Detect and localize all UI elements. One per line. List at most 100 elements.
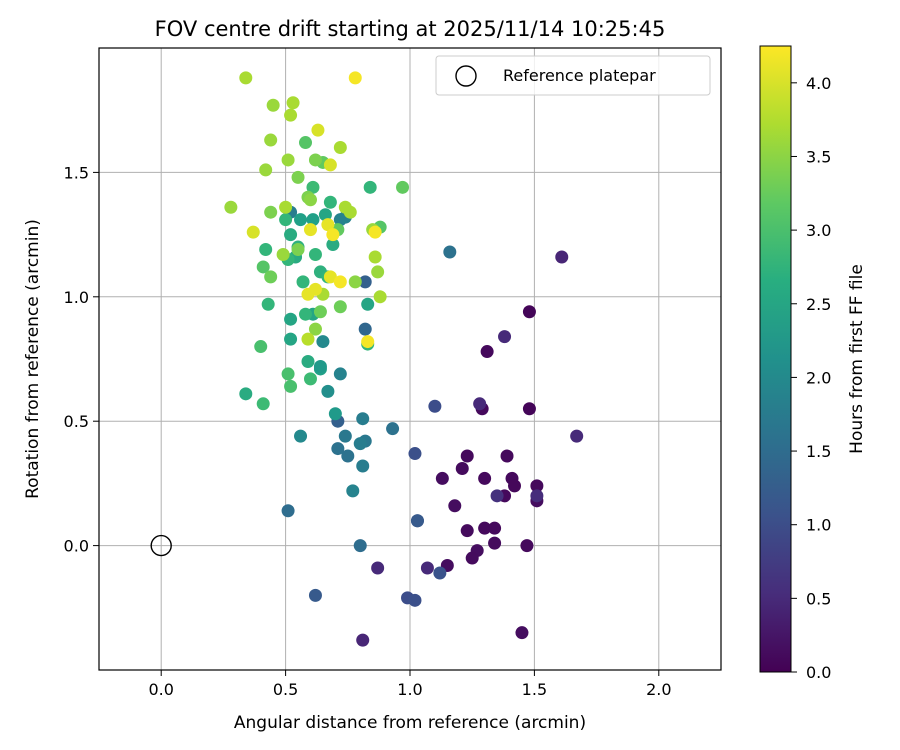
scatter-point xyxy=(301,332,315,346)
scatter-point xyxy=(435,471,449,485)
scatter-point xyxy=(264,205,278,219)
scatter-point xyxy=(323,270,337,284)
x-tick-label: 0.0 xyxy=(148,680,173,699)
scatter-point xyxy=(371,265,385,279)
scatter-point xyxy=(522,402,536,416)
scatter-point xyxy=(301,287,315,301)
x-tick-label: 1.0 xyxy=(397,680,422,699)
scatter-point xyxy=(448,499,462,513)
scatter-point xyxy=(284,312,298,326)
scatter-point xyxy=(410,514,424,528)
scatter-point xyxy=(284,108,298,122)
scatter-point xyxy=(294,213,308,227)
scatter-point xyxy=(284,379,298,393)
data-points xyxy=(150,71,584,647)
scatter-point xyxy=(299,307,313,321)
scatter-point xyxy=(294,429,308,443)
scatter-point xyxy=(308,248,322,262)
colorbar-ticks: 0.0 0.5 1.0 1.5 2.0 2.5 3.0 3.5 4.0 xyxy=(791,74,831,682)
scatter-point xyxy=(408,593,422,607)
scatter-point xyxy=(284,228,298,242)
scatter-point xyxy=(371,561,385,575)
scatter-point xyxy=(308,322,322,336)
scatter-point xyxy=(323,158,337,172)
scatter-point xyxy=(259,163,273,177)
scatter-point xyxy=(301,354,315,368)
scatter-point xyxy=(331,442,345,456)
scatter-point xyxy=(323,195,337,209)
scatter-point xyxy=(498,330,512,344)
scatter-point xyxy=(530,479,544,493)
colorbar-tick-label: 0.0 xyxy=(806,663,831,682)
colorbar-tick-label: 2.0 xyxy=(806,368,831,387)
y-axis-ticks: 0.0 0.5 1.0 1.5 xyxy=(64,163,99,556)
y-tick-label: 0.0 xyxy=(64,537,89,556)
scatter-point xyxy=(279,213,293,227)
scatter-point xyxy=(343,205,357,219)
scatter-point xyxy=(368,225,382,239)
scatter-point xyxy=(500,449,514,463)
x-axis-label: Angular distance from reference (arcmin) xyxy=(234,713,586,733)
scatter-point xyxy=(333,141,347,155)
scatter-point xyxy=(311,123,325,137)
scatter-point xyxy=(333,275,347,289)
reference-platepar-marker xyxy=(150,534,172,557)
scatter-point xyxy=(308,588,322,602)
colorbar: 0.0 0.5 1.0 1.5 2.0 2.5 3.0 3.5 4.0 Hours from f… xyxy=(759,45,867,682)
scatter-point xyxy=(455,461,469,475)
scatter-point xyxy=(433,566,447,580)
scatter-point xyxy=(259,243,273,257)
scatter-point xyxy=(338,429,352,443)
y-axis-label: Rotation from reference (arcmin) xyxy=(23,219,43,499)
scatter-point xyxy=(507,479,521,493)
scatter-point xyxy=(363,180,377,194)
scatter-point xyxy=(281,367,295,381)
scatter-point xyxy=(341,449,355,463)
scatter-point xyxy=(313,359,327,373)
scatter-point xyxy=(333,367,347,381)
scatter-point xyxy=(326,238,340,252)
scatter-point xyxy=(254,340,268,354)
scatter-point xyxy=(488,521,502,535)
scatter-point xyxy=(276,248,290,262)
x-tick-label: 2.0 xyxy=(646,680,671,699)
scatter-point xyxy=(291,243,305,257)
scatter-point xyxy=(316,335,330,349)
scatter-point xyxy=(256,397,270,411)
scatter-point xyxy=(261,297,275,311)
scatter-point xyxy=(348,275,362,289)
scatter-point xyxy=(224,200,238,214)
scatter-point xyxy=(368,250,382,264)
scatter-point xyxy=(326,228,340,242)
scatter-point xyxy=(256,260,270,274)
scatter-point xyxy=(303,193,317,207)
scatter-point xyxy=(530,489,544,503)
scatter-point xyxy=(356,412,370,426)
scatter-point xyxy=(348,71,362,85)
scatter-point xyxy=(473,397,487,411)
colorbar-tick-label: 1.0 xyxy=(806,516,831,535)
scatter-point xyxy=(408,447,422,461)
legend-box xyxy=(435,55,711,96)
scatter-point xyxy=(306,213,320,227)
scatter-point xyxy=(353,437,367,451)
scatter-point xyxy=(296,275,310,289)
scatter-point xyxy=(239,71,253,85)
colorbar-label: Hours from first FF file xyxy=(847,264,867,454)
scatter-point xyxy=(291,170,305,184)
scatter-point xyxy=(264,270,278,284)
scatter-point xyxy=(299,136,313,150)
scatter-point xyxy=(321,218,335,232)
scatter-point xyxy=(264,133,278,147)
y-tick-label: 0.5 xyxy=(64,412,89,431)
scatter-point xyxy=(239,387,253,401)
scatter-point xyxy=(318,208,332,222)
scatter-point xyxy=(570,429,584,443)
scatter-point xyxy=(279,200,293,214)
scatter-point xyxy=(373,290,387,304)
chart-title: FOV centre drift starting at 2025/11/14 … xyxy=(155,17,666,41)
scatter-point xyxy=(480,345,494,359)
scatter-point xyxy=(478,521,492,535)
scatter-point xyxy=(515,626,529,640)
